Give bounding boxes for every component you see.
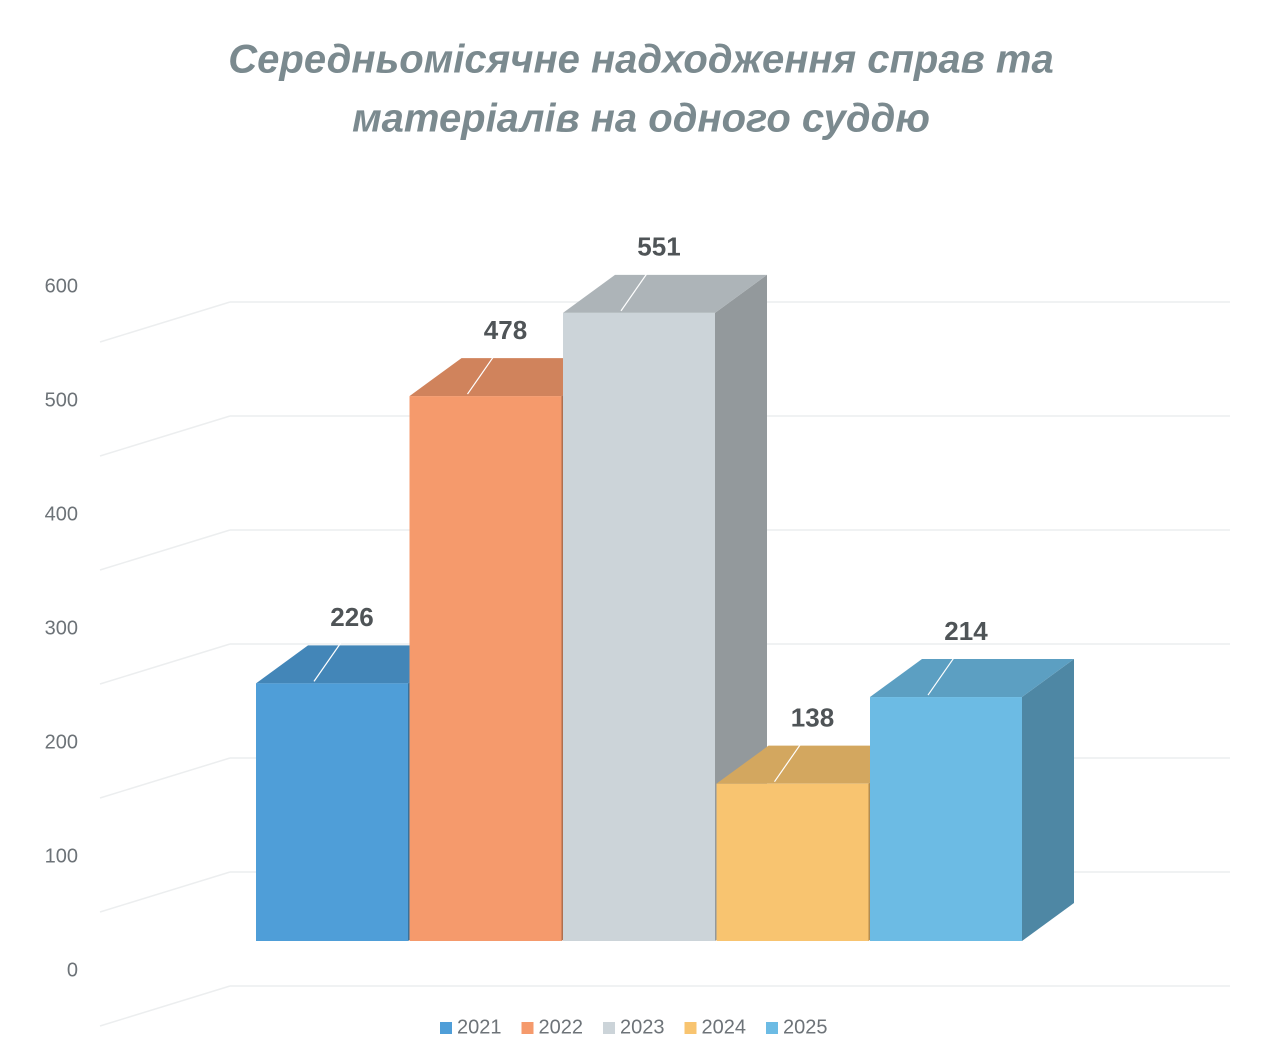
bar: [870, 659, 1074, 941]
legend-swatch: [521, 1022, 534, 1034]
legend-label: 2023: [620, 1016, 665, 1038]
bar-front: [256, 683, 408, 941]
leader-line: [313, 635, 347, 682]
legend-swatch: [603, 1022, 615, 1034]
chart-title: Середньомісячне надходження справ та: [228, 38, 1053, 82]
bar-side: [1022, 659, 1074, 941]
value-label: 478: [484, 315, 527, 345]
value-label: 138: [791, 703, 834, 733]
legend-swatch: [440, 1022, 452, 1034]
grid-line: [99, 985, 231, 1027]
chart-title: матеріалів на одного суддю: [352, 97, 930, 141]
grid-line: [99, 529, 231, 571]
y-tick-label: 500: [45, 389, 78, 411]
legend-label: 2021: [457, 1016, 502, 1038]
bar-top: [563, 274, 767, 313]
y-tick-label: 0: [67, 959, 78, 981]
value-label: 551: [637, 232, 680, 262]
bar-top: [716, 745, 921, 784]
bar-front: [870, 697, 1022, 941]
y-tick-label: 600: [45, 275, 78, 297]
y-tick-label: 200: [45, 731, 78, 753]
grid-line: [99, 415, 231, 457]
leader-line: [620, 264, 654, 312]
grid-line: [99, 643, 231, 685]
leader-line: [774, 735, 807, 783]
bar-front: [409, 396, 562, 942]
legend-label: 2022: [539, 1016, 584, 1038]
y-tick-label: 300: [45, 617, 78, 639]
legend-label: 2024: [702, 1016, 747, 1038]
grid-line: [99, 301, 231, 343]
y-tick-label: 100: [45, 845, 78, 867]
leader-line: [927, 648, 961, 696]
legend-label: 2025: [783, 1016, 828, 1038]
value-label: 226: [330, 602, 373, 632]
legend-swatch: [684, 1022, 697, 1034]
grid-line: [99, 871, 231, 913]
value-label: 214: [944, 616, 988, 646]
bar-top: [870, 659, 1074, 698]
legend-swatch: [766, 1022, 778, 1034]
bar-front: [563, 312, 715, 941]
bar-top: [256, 645, 460, 684]
leader-line: [467, 347, 500, 395]
y-tick-label: 400: [45, 503, 78, 525]
bar-top: [409, 358, 614, 397]
grid-line: [99, 757, 231, 799]
bar-front: [716, 783, 869, 941]
